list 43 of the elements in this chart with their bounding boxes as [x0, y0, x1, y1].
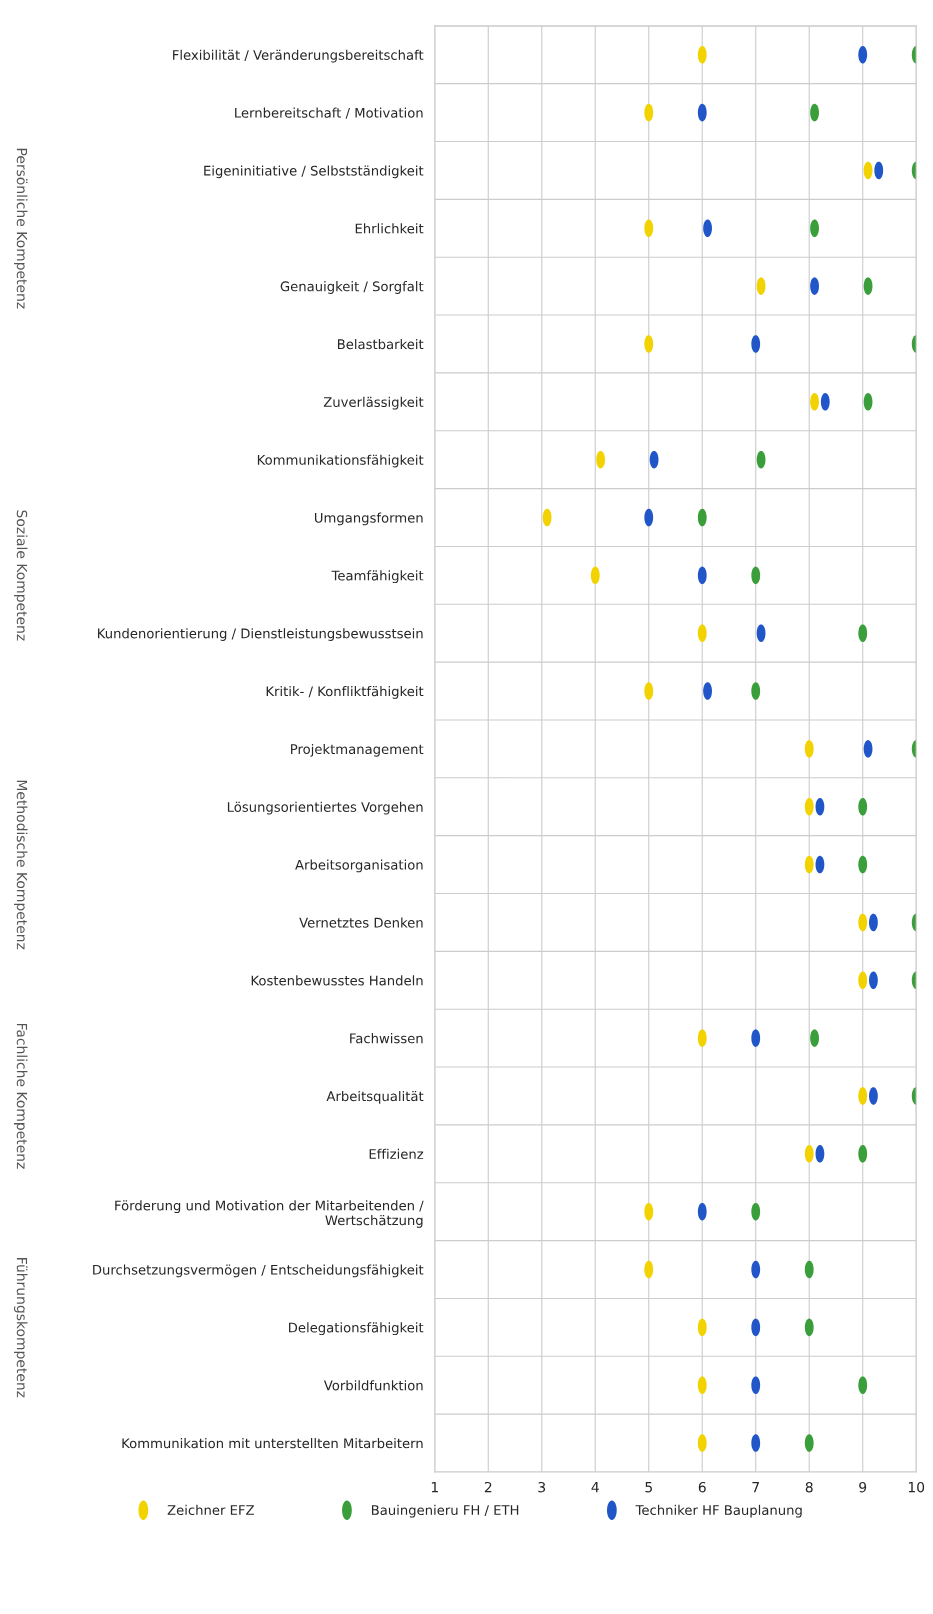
y-tick-label: Zuverlässigkeit	[323, 396, 424, 410]
y-tick-label: Kommunikationsfähigkeit	[257, 454, 424, 468]
x-tick-label: 7	[752, 1482, 759, 1493]
y-tick-label: Umgangsformen	[314, 512, 423, 526]
y-tick-label: Ehrlichkeit	[355, 223, 424, 234]
x-tick-label: 3	[538, 1481, 546, 1493]
y-tick-label: Projektmanagement	[291, 743, 424, 757]
y-tick-label: Lösungsorientiertes Vorgehen	[227, 801, 423, 815]
legend-label: Zeichner EFZ	[167, 1504, 254, 1516]
y-tick-label: Arbeitsorganisation	[295, 859, 423, 873]
text: Führungskompetenz	[14, 1258, 28, 1398]
y-tick-label: Flexibilität / Veränderungsbereitschaft	[173, 49, 424, 63]
x-tick-label: 6	[698, 1481, 706, 1493]
y-tick-label: Lernbereitschaft / Motivation	[235, 107, 423, 119]
text: Persönliche Kompetenz	[14, 148, 28, 309]
y-tick-label: Arbeitsqualität	[326, 1090, 424, 1104]
y-tick-label: Vernetztes Denken	[299, 917, 423, 928]
y-tick-label: Durchsetzungsvermögen / Entscheidungsfähigkeit	[93, 1264, 424, 1278]
y-tick-label: Vorbildfunktion	[323, 1380, 423, 1391]
x-tick-label: 9	[859, 1481, 867, 1493]
x-tick-label: 1	[431, 1482, 438, 1493]
y-tick-label: Kritik- / Konfliktfähigkeit	[266, 686, 424, 699]
x-tick-label: 2	[484, 1481, 492, 1493]
y-tick-label: Teamfähigkeit	[331, 570, 424, 584]
text: Fachliche Kompetenz	[14, 1024, 28, 1169]
y-tick-label: Eigeninitiative / Selbstständigkeit	[204, 165, 424, 179]
y-tick-label: Effizienz	[369, 1148, 424, 1160]
y-tick-label: Genauigkeit / Sorgfalt	[280, 281, 424, 294]
x-tick-label: 4	[591, 1482, 599, 1493]
y-tick-label: Delegationsfähigkeit	[289, 1322, 424, 1336]
text: Soziale Kompetenz	[14, 510, 28, 641]
x-tick-label: 10	[908, 1481, 925, 1493]
y-tick-label: Förderung und Motivation der Mitarbeitenden / Wertschätzung	[115, 1200, 424, 1228]
text: Methodische Kompetenz	[14, 780, 28, 950]
y-tick-label: Belastbarkeit	[337, 338, 424, 350]
legend-label: Techniker HF Bauplanung	[635, 1504, 802, 1518]
y-tick-label: Kostenbewusstes Handeln	[251, 975, 423, 986]
y-tick-label: Kommunikation mit unterstellten Mitarbeitern	[122, 1438, 423, 1449]
legend-label: Bauingenieru FH / ETH	[371, 1504, 519, 1518]
y-tick-label: Fachwissen	[350, 1033, 423, 1044]
y-tick-label: Kundenorientierung / Dienstleistungsbewusstsein	[98, 628, 423, 641]
x-tick-label: 8	[805, 1481, 813, 1493]
x-tick-label: 5	[645, 1482, 652, 1493]
